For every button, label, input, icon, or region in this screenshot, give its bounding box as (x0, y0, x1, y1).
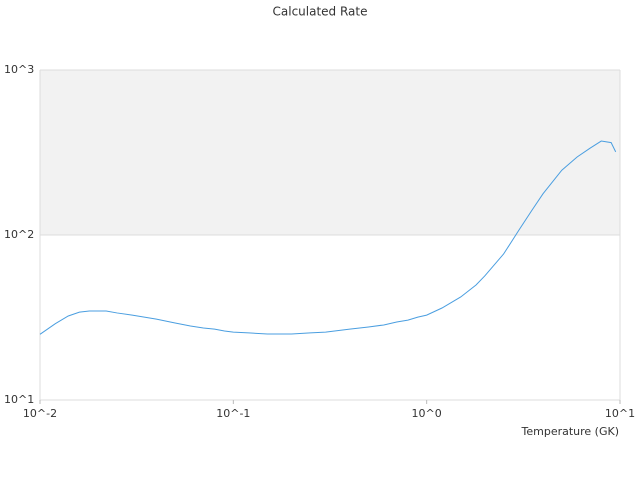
y-tick-label: 10^1 (4, 393, 34, 406)
y-tick-label: 10^2 (4, 228, 34, 241)
x-tick-label: 10^-2 (23, 407, 57, 420)
x-tick-label: 10^0 (412, 407, 442, 420)
x-tick-label: 10^1 (605, 407, 635, 420)
y-tick-label: 10^3 (4, 63, 34, 76)
data-line (39, 140, 617, 335)
plot-band (40, 70, 620, 235)
chart-title: Calculated Rate (273, 5, 368, 19)
x-tick-label: 10^-1 (216, 407, 250, 420)
x-axis-title: Temperature (GK) (521, 425, 620, 438)
